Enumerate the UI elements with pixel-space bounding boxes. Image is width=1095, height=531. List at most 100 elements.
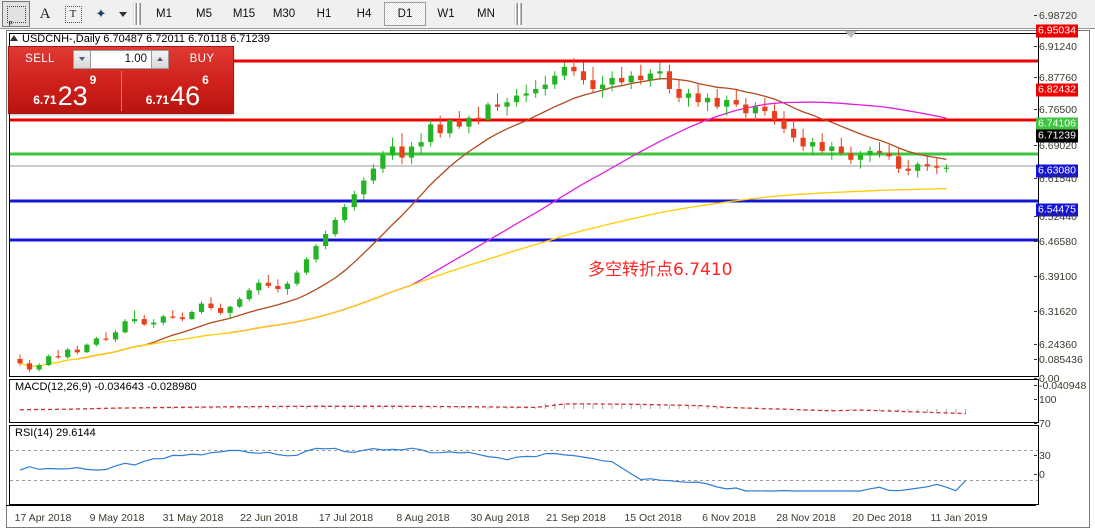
level-line-blue-level-upper [10, 199, 1038, 203]
price-level-badge-black: 6.71239 [1036, 129, 1078, 143]
timeframe-m5[interactable]: M5 [196, 8, 212, 20]
macd-pane[interactable]: MACD(12,26,9) -0.034643 -0.028980 [9, 379, 1039, 423]
text-label-glyph: A [39, 5, 51, 22]
price-tick: 6.91240 [1034, 41, 1077, 53]
sell-price-big: 23 [57, 80, 88, 111]
price-level-badge-green: 6.74106 [1036, 117, 1078, 131]
date-axis-line [6, 505, 1036, 506]
price-tick: 30 [1034, 450, 1051, 462]
timeframe-h1[interactable]: H1 [316, 8, 332, 20]
timeframe-mn[interactable]: MN [477, 8, 495, 20]
volume-increment-button[interactable] [151, 49, 169, 69]
indicators-dropdown-caret-icon[interactable] [116, 2, 130, 26]
timeframe-w1[interactable]: W1 [437, 8, 455, 20]
date-tick-label: 8 Aug 2018 [396, 512, 450, 524]
price-tick-label: 6.87760 [1039, 72, 1077, 84]
date-axis[interactable]: 17 Apr 2018 9 May 2018 31 May 2018 22 Jun 2… [6, 508, 1090, 530]
collapse-triangle-icon[interactable] [10, 35, 18, 41]
text-object-icon[interactable]: T [60, 2, 86, 26]
moving-average-ma-fast [77, 78, 947, 360]
price-tick-label: 6.52440 [1039, 211, 1077, 223]
price-tick-label: 6.61540 [1039, 173, 1077, 185]
date-tick-label: 30 Aug 2018 [470, 512, 530, 524]
price-tick: 6.31620 [1034, 306, 1077, 318]
moving-average-ma-slow [19, 188, 947, 368]
level-line-resistance-upper [10, 59, 1038, 63]
quote-header: USDCNH-,Daily 6.70487 6.72011 6.70118 6.… [10, 33, 270, 45]
price-tick: 0.085436 [1034, 354, 1083, 366]
trade-panel-top-row: SELL 1.00 BUY [9, 47, 233, 71]
timeframe-m1[interactable]: M1 [156, 8, 172, 20]
chart-annotation-text[interactable]: 多空转折点6.7410 [588, 260, 733, 280]
price-tick: 6.69020 [1034, 140, 1077, 152]
toolbar-grip-handle[interactable] [133, 3, 141, 25]
price-tick-label: 30 [1039, 450, 1051, 462]
moving-average-ma-mid [230, 101, 947, 334]
price-tick-label: 0 [1039, 469, 1045, 481]
buy-button[interactable]: BUY [189, 53, 215, 65]
price-level-badge-blue: 6.63080 [1036, 164, 1078, 178]
price-tick-label: 70 [1039, 418, 1051, 430]
price-tick: 6.61540 [1034, 173, 1077, 185]
date-tick-label: 17 Apr 2018 [14, 512, 72, 524]
price-tick-label: 6.46580 [1039, 236, 1077, 248]
price-axis[interactable]: 6.98720 6.95034 6.91240 6.87760 6.82432 6.765… [1034, 2, 1086, 496]
price-tick-label: 6.91240 [1039, 41, 1077, 53]
trade-panel-prices: 6.71 23 9 6.71 46 6 [9, 71, 233, 111]
price-tick-label: 6.24360 [1039, 339, 1077, 351]
date-tick-label: 11 Jan 2019 [930, 512, 988, 524]
sell-price-fraction: 9 [89, 73, 97, 87]
price-tick: 0 [1034, 469, 1045, 481]
price-tick-label: -0.040948 [1039, 380, 1087, 392]
timeframe-d1[interactable]: D1 [384, 2, 426, 26]
caret-glyph [119, 11, 127, 17]
timeframe-m30[interactable]: M30 [272, 8, 296, 20]
text-label-icon[interactable]: A [32, 2, 58, 26]
level-line-current-price [10, 165, 1038, 167]
sell-button[interactable]: SELL [25, 53, 55, 65]
price-tick: 6.24360 [1034, 339, 1077, 351]
volume-decrement-button[interactable] [73, 49, 91, 69]
crosshair-glyph: F [6, 5, 26, 28]
price-tick: 0.00 [1034, 373, 1059, 385]
price-tick: 6.39100 [1034, 271, 1077, 283]
price-tick: 70 [1034, 418, 1051, 430]
price-tick-label: 6.69020 [1039, 140, 1077, 152]
chevron-down-icon [79, 57, 85, 61]
date-tick-label: 31 May 2018 [162, 512, 224, 524]
timeframe-h4[interactable]: H4 [356, 8, 372, 20]
toolbar-grip-handle-2[interactable] [514, 3, 522, 25]
price-tick-label: 0.085436 [1039, 354, 1083, 366]
buy-price-big: 46 [170, 80, 201, 111]
chevron-up-icon [157, 57, 163, 61]
volume-input[interactable]: 1.00 [91, 49, 151, 69]
price-tick: 6.52440 [1034, 211, 1077, 223]
rsi-label: RSI(14) 29.6144 [14, 427, 97, 439]
price-tick-label: 6.98720 [1039, 10, 1077, 22]
price-tick-label: 6.39100 [1039, 271, 1077, 283]
timeframe-m15[interactable]: M15 [232, 8, 256, 20]
crosshair-f-icon[interactable]: F [2, 1, 30, 28]
chart-toolbar: F A T ✦ M1 M5 M15 M30 H1 H4 D1 W1 MN [0, 0, 1095, 29]
sell-price[interactable]: 6.71 23 9 [9, 71, 122, 111]
date-tick-label: 15 Oct 2018 [624, 512, 682, 524]
price-tick: 6.87760 [1034, 72, 1077, 84]
price-tick-label: 100 [1039, 394, 1057, 406]
chart-shift-marker-icon[interactable] [845, 31, 857, 38]
buy-price[interactable]: 6.71 46 6 [122, 71, 234, 111]
text-object-glyph: T [64, 5, 82, 23]
rsi-pane[interactable]: RSI(14) 29.6144 [9, 425, 1039, 505]
macd-canvas [19, 403, 966, 415]
indicators-glyph: ✦ [95, 6, 107, 21]
date-tick-label: 22 Jun 2018 [240, 512, 298, 524]
macd-label: MACD(12,26,9) -0.034643 -0.028980 [14, 381, 198, 393]
price-tick-label: 0.00 [1039, 373, 1060, 385]
indicators-icon[interactable]: ✦ [88, 2, 114, 26]
quote-header-text: USDCNH-,Daily 6.70487 6.72011 6.70118 6.… [22, 33, 270, 45]
buy-price-prefix: 6.71 [145, 93, 170, 107]
price-level-badge-red: 6.82432 [1036, 83, 1078, 97]
price-level-badge-red: 6.95034 [1036, 24, 1078, 38]
one-click-trading-panel: SELL 1.00 BUY 6.71 23 9 6.71 46 6 [8, 46, 234, 114]
crosshair-f-letter: F [8, 20, 13, 28]
